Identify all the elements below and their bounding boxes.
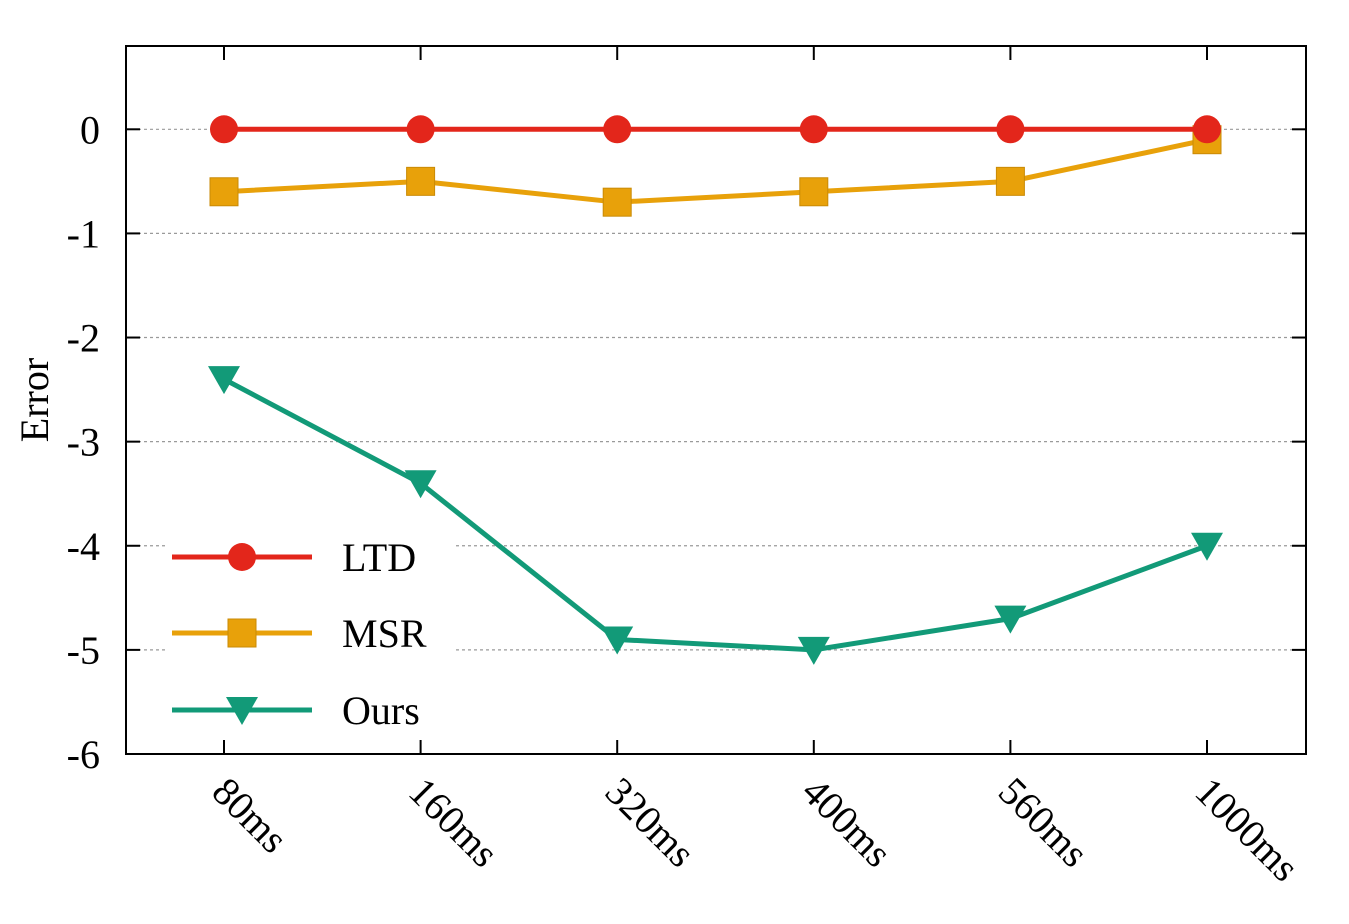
- series-group: [208, 115, 1223, 665]
- y-tick-label: 0: [80, 107, 100, 152]
- legend-item-msr: MSR: [165, 603, 455, 663]
- y-tick-label: -1: [67, 211, 100, 256]
- data-point: [1191, 532, 1223, 561]
- x-tick-label: 80ms: [204, 769, 297, 862]
- data-point: [406, 115, 435, 144]
- axis-ticks: [126, 46, 1306, 754]
- y-tick-label: -2: [67, 316, 100, 361]
- data-point: [210, 115, 238, 144]
- x-tick-label: 1000ms: [1187, 769, 1308, 890]
- data-point: [1193, 115, 1221, 144]
- y-tick-label: -6: [67, 732, 100, 777]
- legend-swatch-marker: [228, 543, 256, 571]
- legend-swatch-marker: [227, 618, 257, 648]
- y-axis-title: Error: [12, 358, 57, 442]
- y-tick-label: -4: [67, 524, 100, 569]
- series-ours: [208, 366, 1223, 665]
- series-msr: [209, 125, 1222, 217]
- data-point: [994, 605, 1027, 634]
- data-point: [995, 166, 1025, 196]
- legend-swatch-marker: [226, 697, 258, 725]
- y-axis-tick-labels: 0 -1 -2 -3 -4 -5 -6: [67, 107, 100, 777]
- data-point: [799, 115, 828, 144]
- data-point: [404, 470, 437, 499]
- data-point: [406, 166, 436, 196]
- data-point: [603, 115, 632, 144]
- series-line: [223, 137, 1208, 205]
- legend-item-ours: Ours: [165, 680, 455, 740]
- x-tick-label: 320ms: [597, 769, 704, 876]
- data-point: [602, 187, 632, 217]
- data-point: [996, 115, 1025, 144]
- legend-label: Ours: [342, 688, 420, 733]
- x-tick-label: 400ms: [793, 769, 900, 876]
- x-tick-label: 160ms: [400, 769, 507, 876]
- legend-label: LTD: [342, 535, 416, 580]
- legend: LTD MSR Ours: [165, 527, 455, 740]
- y-tick-label: -3: [67, 420, 100, 465]
- plot-frame: [125, 45, 1307, 755]
- data-point: [208, 366, 240, 395]
- x-tick-label: 560ms: [990, 769, 1097, 876]
- data-point: [209, 177, 239, 207]
- data-point: [601, 626, 634, 655]
- series-ltd: [210, 115, 1221, 144]
- legend-item-ltd: LTD: [165, 527, 455, 587]
- data-point: [799, 177, 829, 207]
- x-axis-tick-labels: 80ms 160ms 320ms 400ms 560ms 1000ms: [204, 769, 1308, 890]
- series-line: [222, 376, 1208, 653]
- data-point: [797, 636, 830, 665]
- legend-label: MSR: [342, 611, 427, 656]
- y-tick-label: -5: [67, 628, 100, 673]
